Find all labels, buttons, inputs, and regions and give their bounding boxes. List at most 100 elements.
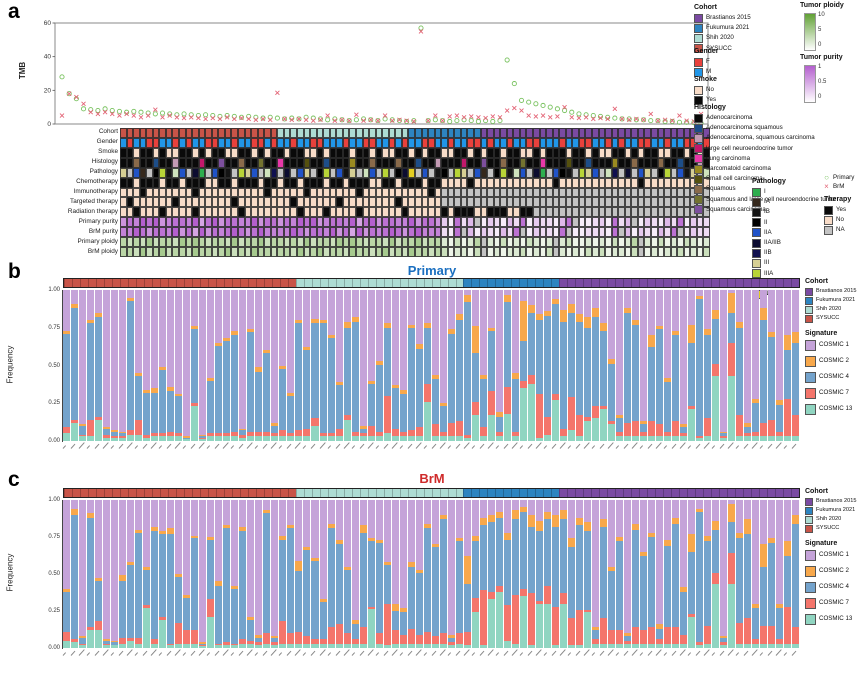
signature-segment [696, 437, 704, 441]
signature-segment [223, 290, 231, 339]
signature-bar [447, 290, 455, 441]
legend-tumor-ploidy: Tumor ploidy 10 5 0 [800, 2, 860, 51]
oncoprint-cell [237, 128, 245, 138]
signature-segment [295, 571, 303, 632]
brm-point [346, 118, 352, 123]
signature-segment [375, 539, 383, 543]
oncoprint-cell [480, 157, 488, 168]
oncoprint-cell [631, 247, 638, 257]
oncoprint-cell [401, 147, 409, 158]
signature-segment [431, 544, 439, 548]
signature-segment [407, 566, 415, 629]
oncoprint-cell [323, 207, 330, 218]
signature-segment [71, 290, 79, 304]
x-tick-dash [583, 649, 590, 656]
signature-segment [592, 627, 600, 631]
oncoprint-cell [493, 197, 501, 208]
oncoprint-cell [323, 247, 330, 257]
signature-bar [664, 290, 672, 441]
oncoprint-cell [342, 217, 350, 228]
oncoprint-cell [323, 237, 330, 248]
signature-bar [247, 290, 255, 441]
signature-segment [479, 645, 487, 648]
oncoprint-cell [631, 157, 638, 168]
signature-segment [752, 403, 760, 432]
oncoprint-cell [473, 187, 481, 198]
signature-bar [183, 500, 191, 648]
oncoprint-cell [336, 147, 343, 158]
tmb-y-tick: 60 [44, 20, 52, 27]
signature-segment [447, 645, 455, 648]
x-tick-dash [447, 445, 451, 449]
legend-sample-type: ○ Primary × BrM [822, 174, 854, 192]
signature-segment [327, 433, 335, 437]
oncoprint-cell [565, 197, 573, 208]
oncoprint-cell [329, 237, 337, 248]
oncoprint-cell [218, 207, 225, 218]
signature-segment [624, 312, 632, 423]
oncoprint-cell [126, 187, 134, 198]
brm-point [224, 114, 230, 120]
x-tick-dash [639, 652, 644, 656]
signature-segment [712, 520, 720, 530]
signature-segment [455, 538, 463, 542]
oncoprint-cell [670, 157, 678, 168]
oncoprint-cell [611, 217, 619, 228]
oncoprint-cell [650, 207, 658, 218]
signature-segment [600, 526, 608, 619]
pathology-legend-item: IIIA [752, 269, 786, 279]
oncoprint-cell [408, 227, 415, 238]
signature-bar [511, 290, 519, 441]
signature-segment [576, 645, 584, 648]
oncoprint-cell [447, 137, 455, 148]
oncoprint-cell [296, 187, 304, 198]
signature-segment [103, 428, 111, 435]
signature-segment [527, 514, 535, 527]
signature-segment [656, 500, 664, 625]
oncoprint-cell [552, 227, 560, 238]
signature-segment [119, 500, 127, 576]
cohort-legend-item: Brastianos 2015 [694, 13, 751, 23]
oncoprint-cell [369, 237, 376, 248]
oncoprint-cell [133, 147, 140, 158]
oncoprint-cell [408, 217, 415, 228]
oncoprint-cell [237, 237, 245, 248]
oncoprint-cell [644, 177, 651, 188]
oncoprint-cell [631, 197, 638, 208]
oncoprint-cell [290, 187, 297, 198]
signature-segment [672, 330, 680, 336]
signature-segment [279, 539, 287, 622]
histology-legend-title: Histology [694, 104, 726, 111]
oncoprint-cell [539, 207, 547, 218]
signature-segment [231, 431, 239, 437]
x-tick-dash [567, 652, 572, 656]
signature-bar [768, 500, 776, 648]
brm-title: BrM [419, 471, 445, 486]
oncoprint-cell [585, 167, 592, 178]
x-tick-dash [126, 649, 133, 656]
signature-segment [503, 539, 511, 606]
signature-segment [447, 637, 455, 643]
smoke-legend-item: No [694, 85, 717, 95]
signature-segment [255, 431, 263, 437]
signature-segment [600, 330, 608, 407]
oncoprint-cell [703, 128, 710, 138]
signature-bar [648, 500, 656, 648]
signature-segment [567, 500, 575, 539]
signature-segment [463, 556, 471, 585]
oncoprint-cell [690, 217, 697, 228]
signature-segment [383, 290, 391, 324]
oncoprint-cell [559, 247, 566, 257]
brm-point [289, 117, 295, 123]
oncoprint-cell [690, 128, 697, 138]
oncoprint-cell [185, 137, 193, 148]
brm-point [547, 114, 553, 120]
signature-bar [535, 290, 543, 441]
x-tick-label [86, 651, 94, 665]
oncoprint-cell [657, 247, 665, 257]
primary-point [368, 117, 374, 123]
oncoprint-cell [120, 177, 127, 188]
signature-segment [535, 437, 543, 441]
oncoprint-cell [375, 237, 383, 248]
x-tick-label [62, 651, 70, 665]
